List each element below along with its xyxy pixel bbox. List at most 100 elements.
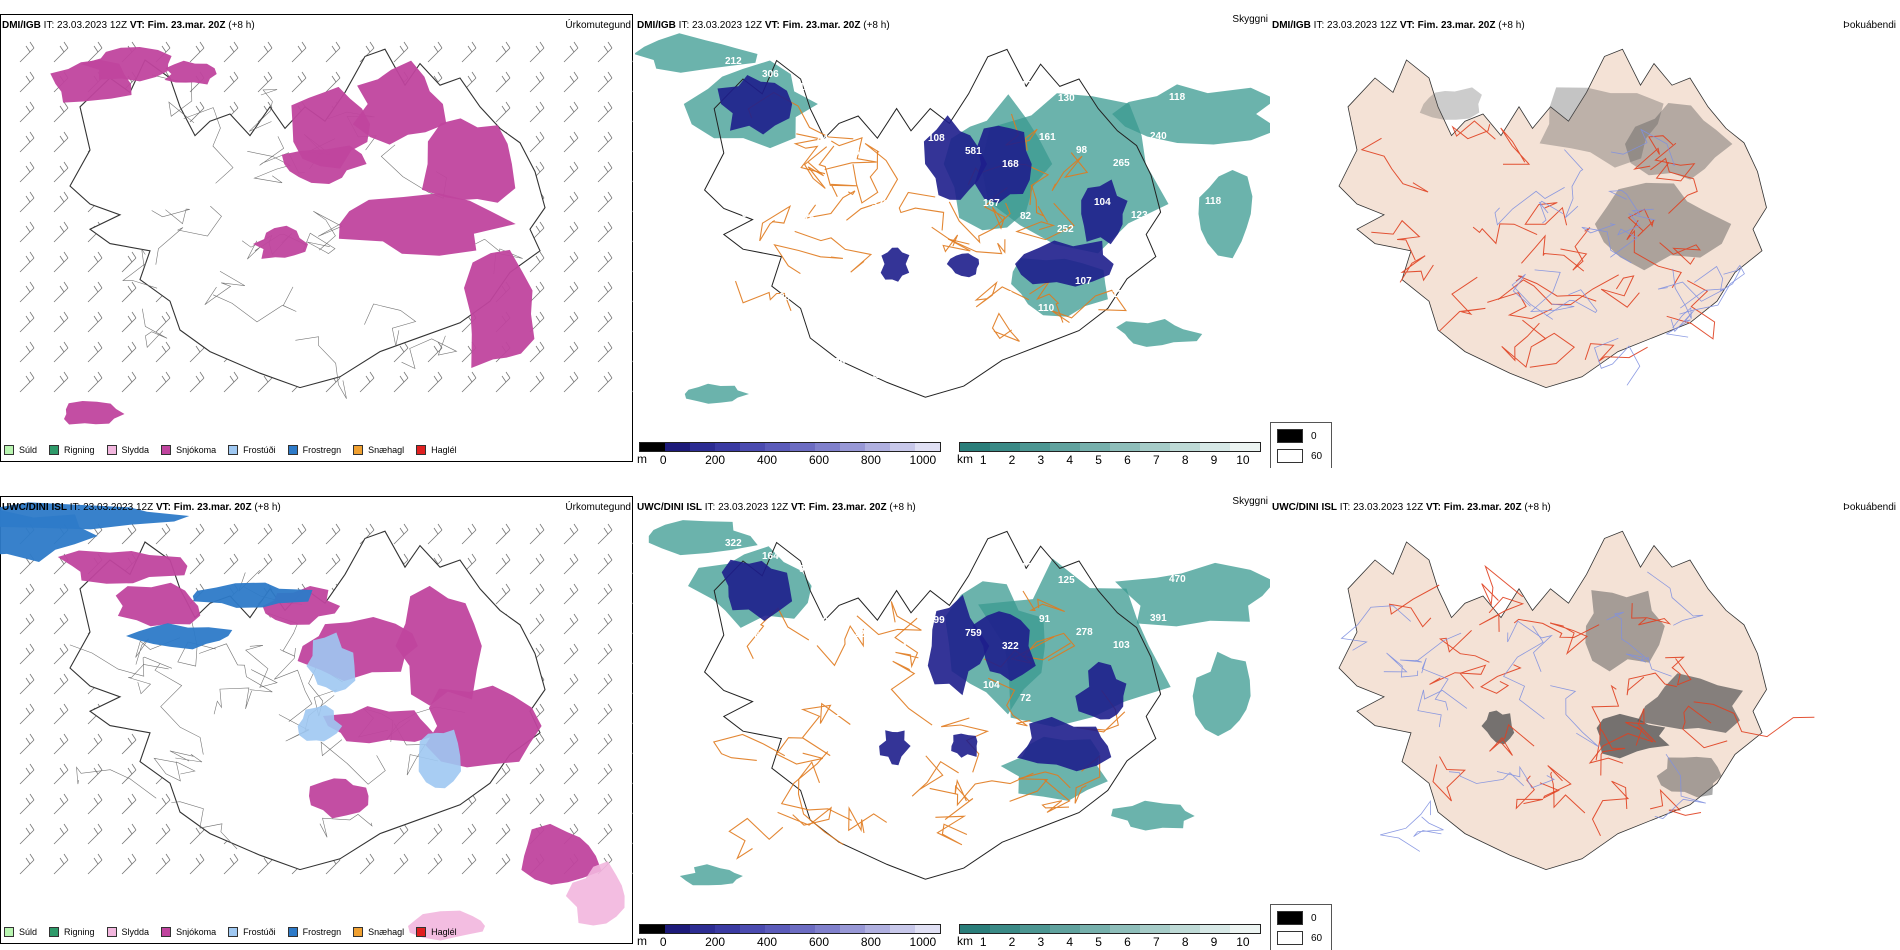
road-segment: [1659, 242, 1701, 265]
colorbar-cell: [765, 925, 790, 933]
low-visibility-area: [1112, 84, 1270, 145]
colorbar-tick: 10: [1236, 935, 1250, 949]
wind-barb: [597, 613, 613, 635]
freezing-drizzle-area: [418, 729, 461, 789]
wind-barb: [529, 71, 545, 93]
wind-barb: [597, 673, 613, 695]
road-segment: [1511, 273, 1554, 320]
product-name: Skyggni: [1232, 496, 1268, 507]
road-segment: [1383, 652, 1419, 678]
precip-type-panel-bottom: UWC/DINI ISL IT: 23.03.2023 12Z VT: Fim.…: [0, 496, 635, 950]
colorbar-tick: 8: [1181, 453, 1189, 467]
wind-barb: [495, 101, 511, 123]
road-segment: [1672, 268, 1692, 329]
legend-swatch: [4, 927, 14, 937]
visibility-label: 124: [816, 305, 833, 316]
visibility-label: 98: [1076, 145, 1088, 156]
product-name: Þokuábendi: [1843, 502, 1896, 513]
legend-label: Snjókoma: [176, 927, 217, 937]
road-segment: [1682, 705, 1728, 749]
legend-item: Frostúði: [228, 927, 276, 937]
wind-barb: [19, 703, 35, 725]
wind-barb: [529, 131, 545, 153]
road-segment: [1693, 701, 1815, 738]
visibility-label: 109: [947, 94, 964, 105]
road-segment: [320, 739, 386, 785]
road-segment: [947, 238, 1006, 255]
road-segment: [76, 766, 157, 799]
road-segment: [777, 806, 832, 826]
fog-index-map: [1338, 530, 1815, 871]
road-segment: [911, 755, 959, 797]
road-segment: [1413, 816, 1444, 837]
legend-swatch: [4, 445, 14, 455]
road-segment: [987, 677, 1031, 727]
fog-area: [1419, 87, 1482, 120]
wind-barb: [53, 161, 69, 183]
lead-time: (+8 h): [228, 20, 255, 31]
wind-barb: [495, 71, 511, 93]
wind-barb: [597, 221, 613, 243]
colorbar-tick: 3: [1037, 453, 1045, 467]
road-segment: [1539, 200, 1564, 224]
wind-barb: [359, 523, 375, 545]
wind-barb: [121, 341, 137, 363]
road-segment: [1625, 653, 1672, 677]
road-segment: [1400, 632, 1462, 663]
visibility-label: 278: [1076, 627, 1093, 638]
road-segment: [1584, 343, 1648, 362]
visibility-label: 966: [1149, 302, 1166, 313]
fog-legend-swatch: [1277, 429, 1303, 443]
wind-barb: [631, 752, 633, 755]
wind-barb: [19, 673, 35, 695]
colorbar-cell: [890, 443, 915, 451]
wind-barb: [257, 41, 273, 63]
wind-barb: [121, 311, 137, 333]
valid-time: VT: Fim. 23.mar. 20Z: [129, 20, 226, 31]
wind-barb: [19, 583, 35, 605]
wind-barb: [563, 251, 579, 273]
wind-barb: [87, 341, 103, 363]
legend-item: Súld: [4, 927, 37, 937]
wind-barb: [563, 673, 579, 695]
very-low-visibility-area: [923, 115, 987, 200]
visibility-label: 86: [890, 291, 902, 302]
snow-area: [80, 47, 172, 82]
colorbar-cell: [890, 925, 915, 933]
freezing-drizzle-area: [306, 632, 356, 693]
valid-time: VT: Fim. 23.mar. 20Z: [1399, 20, 1496, 31]
legend-item: Frostregn: [287, 445, 342, 455]
wind-barb: [563, 71, 579, 93]
visibility-label: 130: [1058, 93, 1075, 104]
road-segment: [1666, 280, 1716, 340]
fog-legend: 0 60: [1270, 422, 1332, 468]
road-segment: [1649, 788, 1702, 816]
visibility-label: 252: [1057, 224, 1074, 235]
visibility-panel-bottom: UWC/DINI ISL IT: 23.03.2023 12Z VT: Fim.…: [635, 496, 1270, 950]
wind-barb: [359, 371, 375, 393]
wind-barb: [223, 553, 239, 575]
colorbar-cell: [1140, 925, 1170, 933]
road-segment: [1521, 234, 1585, 272]
legend-label: Frostregn: [302, 445, 342, 455]
wind-barb: [19, 613, 35, 635]
very-low-visibility-area: [879, 730, 911, 766]
colorbar-cell: [1080, 443, 1110, 451]
road-segment: [364, 303, 417, 347]
colorbar-cell: [990, 925, 1020, 933]
wind-barb: [495, 523, 511, 545]
wind-barb: [597, 553, 613, 575]
wind-barb: [563, 281, 579, 303]
wind-barb: [87, 733, 103, 755]
visibility-label: 399: [928, 615, 945, 626]
road-segment: [1545, 289, 1598, 317]
legend-swatch: [161, 927, 172, 937]
wind-barb: [563, 733, 579, 755]
colorbar-cell: [665, 925, 690, 933]
visibility-label: 211: [909, 694, 926, 705]
fog-legend-value: 60: [1311, 450, 1323, 462]
road-segment: [1529, 269, 1575, 312]
road-segment: [1654, 753, 1706, 819]
visibility-label: 24: [743, 148, 755, 159]
wind-barb: [563, 613, 579, 635]
